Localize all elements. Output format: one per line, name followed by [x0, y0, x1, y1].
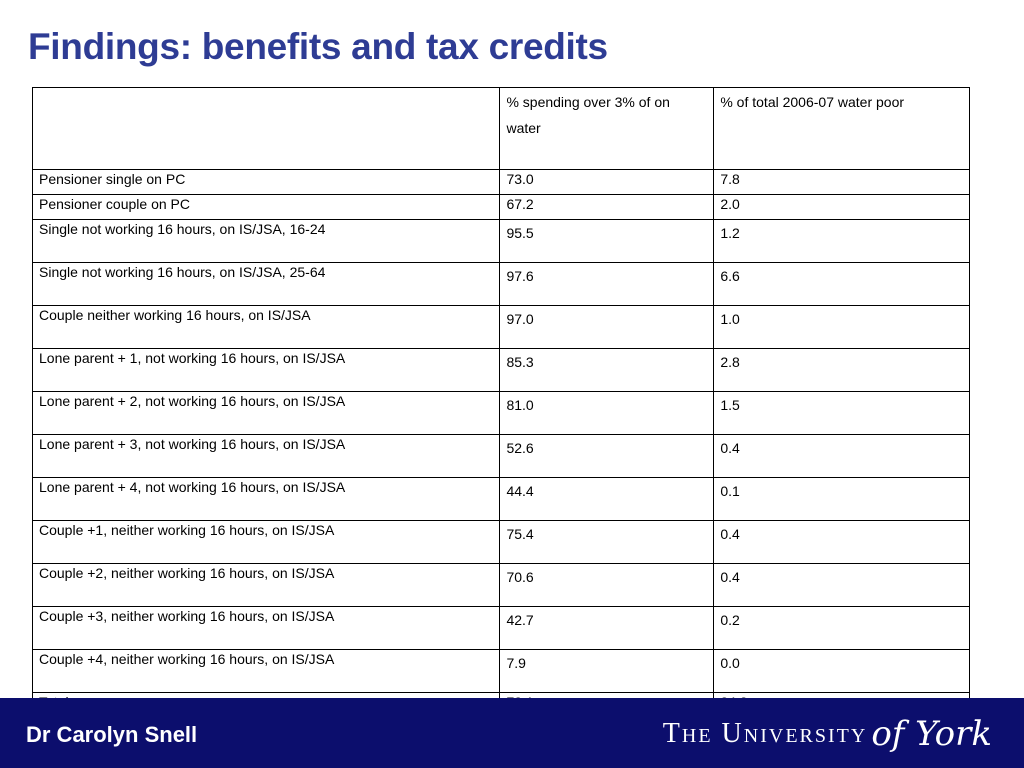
row-spending-value: 70.6	[499, 563, 715, 607]
slide-title: Findings: benefits and tax credits	[28, 26, 608, 67]
row-spending-value: 67.2	[499, 194, 715, 220]
row-spending-value: 81.0	[499, 391, 715, 435]
row-label: Couple +1, neither working 16 hours, on …	[31, 520, 501, 564]
row-total-value: 1.5	[713, 391, 970, 435]
row-label: Single not working 16 hours, on IS/JSA, …	[31, 219, 501, 263]
header-total-water-poor: % of total 2006-07 water poor	[713, 87, 970, 170]
table-row: Pensioner couple on PC 67.2 2.0	[31, 194, 970, 220]
logo-main-text: The University	[662, 718, 868, 749]
row-spending-value: 42.7	[499, 606, 715, 650]
row-spending-value: 7.9	[499, 649, 715, 693]
header-spending-over-3pct: % spending over 3% of on water	[499, 87, 715, 170]
table-row: Single not working 16 hours, on IS/JSA, …	[31, 262, 970, 306]
row-label: Lone parent + 1, not working 16 hours, o…	[31, 348, 501, 392]
table-row: Couple neither working 16 hours, on IS/J…	[31, 305, 970, 349]
table-row: Couple +4, neither working 16 hours, on …	[31, 649, 970, 693]
row-spending-value: 44.4	[499, 477, 715, 521]
table-row: Single not working 16 hours, on IS/JSA, …	[31, 219, 970, 263]
row-label: Couple +3, neither working 16 hours, on …	[31, 606, 501, 650]
university-of-york-logo: The University of York	[663, 706, 992, 762]
row-total-value: 0.4	[713, 563, 970, 607]
table-header-row: % spending over 3% of on water % of tota…	[31, 87, 970, 170]
row-total-value: 2.8	[713, 348, 970, 392]
table-row: Couple +2, neither working 16 hours, on …	[31, 563, 970, 607]
row-label: Lone parent + 2, not working 16 hours, o…	[31, 391, 501, 435]
row-total-value: 1.0	[713, 305, 970, 349]
footer-bar: Dr Carolyn Snell The University of York	[0, 698, 1024, 768]
row-label: Lone parent + 4, not working 16 hours, o…	[31, 477, 501, 521]
row-label: Pensioner couple on PC	[31, 194, 501, 220]
row-total-value: 0.4	[713, 434, 970, 478]
row-total-value: 6.6	[713, 262, 970, 306]
row-total-value: 7.8	[713, 169, 970, 195]
row-spending-value: 95.5	[499, 219, 715, 263]
table-row: Lone parent + 4, not working 16 hours, o…	[31, 477, 970, 521]
table-row: Lone parent + 3, not working 16 hours, o…	[31, 434, 970, 478]
row-spending-value: 85.3	[499, 348, 715, 392]
findings-table: % spending over 3% of on water % of tota…	[31, 87, 970, 718]
row-total-value: 0.0	[713, 649, 970, 693]
row-label: Single not working 16 hours, on IS/JSA, …	[31, 262, 501, 306]
table-row: Couple +1, neither working 16 hours, on …	[31, 520, 970, 564]
row-total-value: 1.2	[713, 219, 970, 263]
row-spending-value: 75.4	[499, 520, 715, 564]
row-total-value: 0.1	[713, 477, 970, 521]
row-label: Couple neither working 16 hours, on IS/J…	[31, 305, 501, 349]
author-name: Dr Carolyn Snell	[26, 722, 198, 747]
row-spending-value: 73.0	[499, 169, 715, 195]
row-total-value: 0.2	[713, 606, 970, 650]
row-total-value: 0.4	[713, 520, 970, 564]
table-row: Lone parent + 1, not working 16 hours, o…	[31, 348, 970, 392]
header-blank-cell	[31, 87, 501, 170]
row-label: Couple +2, neither working 16 hours, on …	[31, 563, 501, 607]
row-label: Couple +4, neither working 16 hours, on …	[31, 649, 501, 693]
row-spending-value: 97.0	[499, 305, 715, 349]
row-spending-value: 52.6	[499, 434, 715, 478]
row-label: Pensioner single on PC	[31, 169, 501, 195]
row-spending-value: 97.6	[499, 262, 715, 306]
logo-script-text: of York	[871, 714, 992, 754]
row-label: Lone parent + 3, not working 16 hours, o…	[31, 434, 501, 478]
table-row: Couple +3, neither working 16 hours, on …	[31, 606, 970, 650]
table-row: Pensioner single on PC 73.0 7.8	[31, 169, 970, 195]
row-total-value: 2.0	[713, 194, 970, 220]
table-row: Lone parent + 2, not working 16 hours, o…	[31, 391, 970, 435]
